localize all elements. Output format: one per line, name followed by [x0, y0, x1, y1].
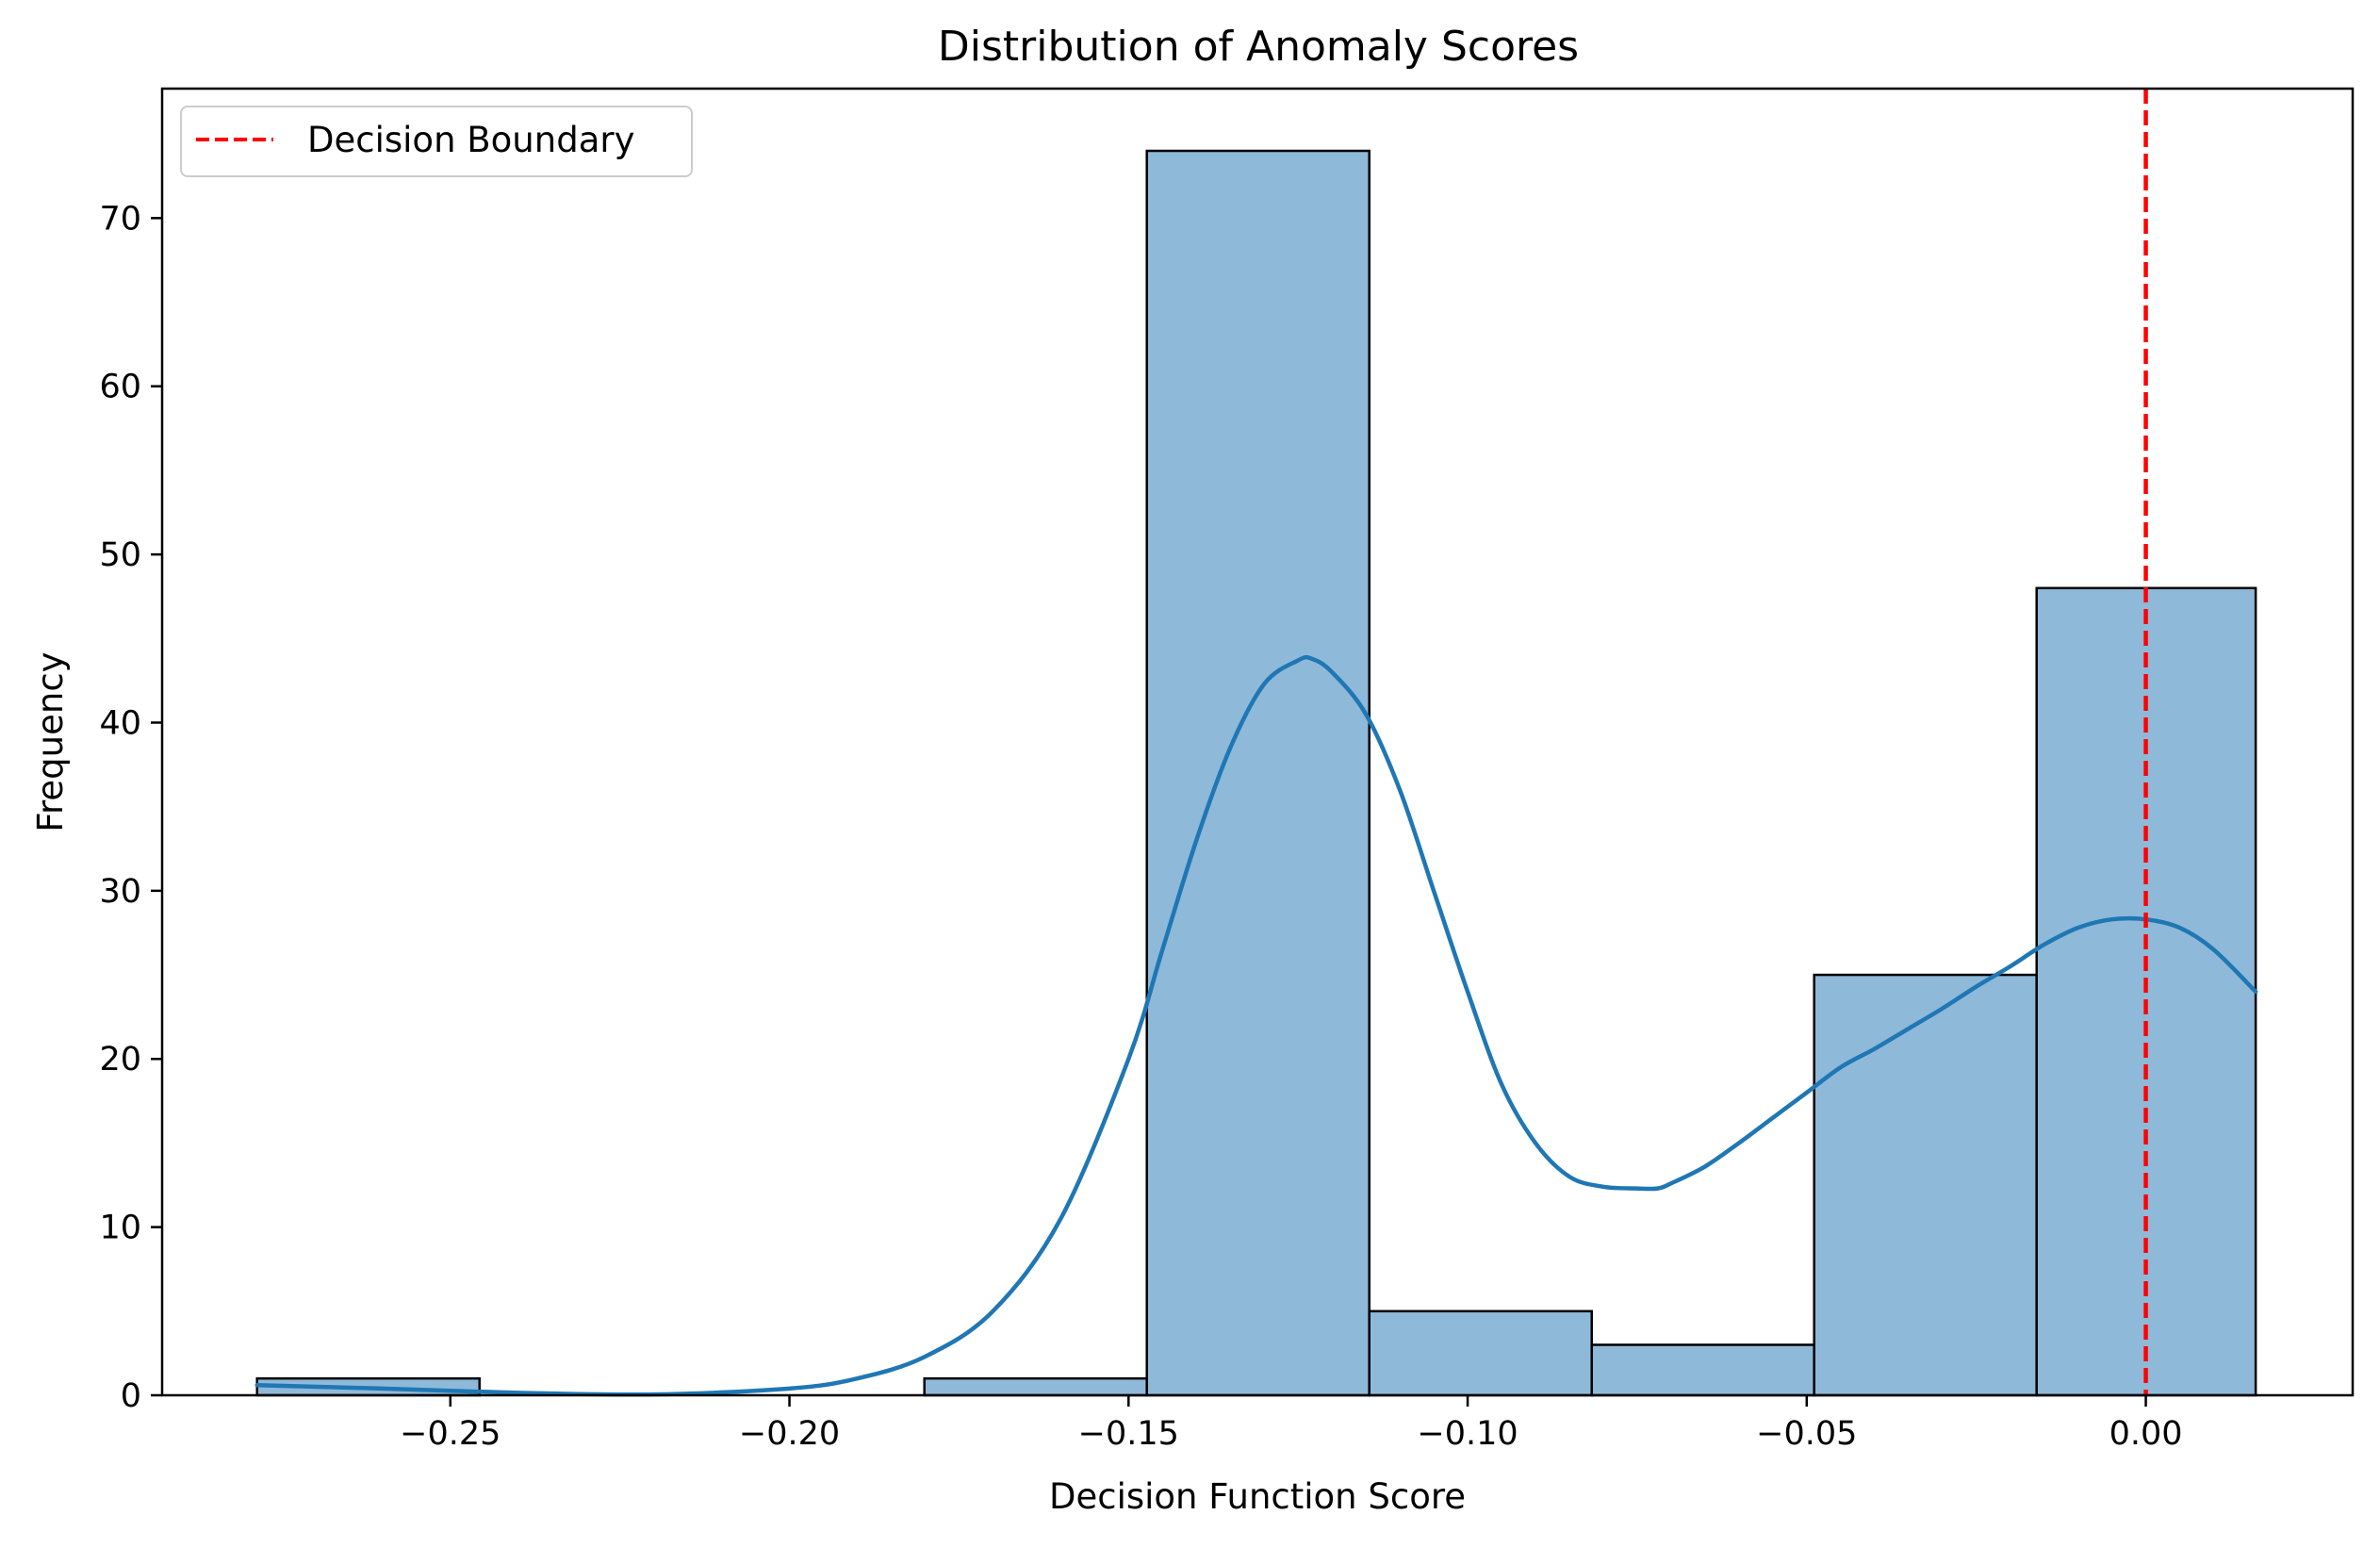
x-tick-label: 0.00 — [2109, 1415, 2183, 1453]
bars-layer — [255, 149, 2257, 1397]
y-tick-label: 20 — [99, 1041, 141, 1079]
histogram-bar — [923, 1376, 1148, 1397]
y-tick-label: 10 — [99, 1210, 141, 1247]
histogram-bar — [1590, 1343, 1815, 1397]
x-axis-label: Decision Function Score — [1049, 1476, 1466, 1517]
kde-curve — [254, 654, 2258, 1397]
plot-frame — [160, 87, 2355, 1397]
y-tick-label: 70 — [99, 200, 141, 238]
histogram-bar — [1368, 1309, 1593, 1397]
y-axis-ticks: 0 10 20 30 40 50 60 70 — [99, 200, 162, 1415]
histogram-bar — [1145, 149, 1371, 1397]
legend-boundary-label: Decision Boundary — [307, 120, 634, 160]
y-axis-label: Frequency — [30, 651, 71, 832]
kde-layer — [254, 654, 2258, 1397]
x-tick-label: −0.15 — [1078, 1415, 1179, 1453]
legend: Decision Boundary — [180, 106, 693, 177]
x-tick-label: −0.05 — [1756, 1415, 1857, 1453]
x-tick-label: −0.20 — [739, 1415, 840, 1453]
x-tick-label: −0.10 — [1417, 1415, 1518, 1453]
legend-box — [180, 106, 693, 177]
x-tick-label: −0.25 — [400, 1415, 501, 1453]
histogram-bar — [1813, 973, 2038, 1397]
y-tick-label: 0 — [121, 1377, 141, 1415]
x-axis-ticks: −0.25 −0.20 −0.15 −0.10 −0.05 0.00 — [400, 1395, 2183, 1453]
y-tick-label: 60 — [99, 369, 141, 406]
y-tick-label: 30 — [99, 873, 141, 911]
y-tick-label: 40 — [99, 704, 141, 742]
y-tick-label: 50 — [99, 536, 141, 574]
chart-title: Distribution of Anomaly Scores — [938, 23, 1579, 71]
